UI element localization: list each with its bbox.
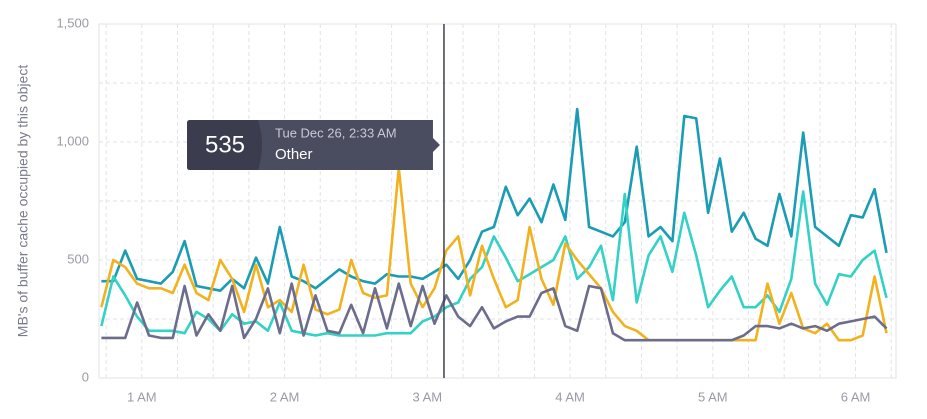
x-tick-label: 2 AM [270,389,300,404]
y-tick-label: 1,000 [56,133,89,148]
x-tick-label: 4 AM [555,389,585,404]
x-tick-label: 5 AM [698,389,728,404]
x-tick-label: 6 AM [841,389,871,404]
series-line [101,282,888,342]
y-tick-label: 0 [82,369,89,384]
tooltip-name: Other [275,146,313,163]
series-line [100,166,888,342]
tooltip-time: Tue Dec 26, 2:33 AM [275,125,397,140]
tooltip-value: 535 [205,131,245,158]
x-tick-label: 3 AM [413,389,443,404]
y-tick-label: 500 [67,251,89,266]
tooltip-value-panel [187,120,262,170]
y-tick-label: 1,500 [56,15,89,30]
x-tick-label: 1 AM [127,389,157,404]
series-line [100,190,888,337]
y-axis-label: MB's of buffer cache occupied by this ob… [15,65,31,338]
